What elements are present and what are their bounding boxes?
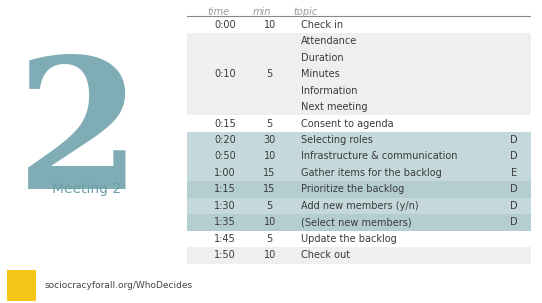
Text: 10: 10 [263, 250, 276, 260]
FancyBboxPatch shape [187, 181, 531, 198]
Text: D: D [510, 218, 518, 228]
Text: E: E [511, 168, 517, 178]
Text: Minutes: Minutes [301, 69, 339, 79]
Text: Selecting roles: Selecting roles [301, 135, 372, 145]
Text: D: D [510, 185, 518, 195]
Text: D: D [510, 201, 518, 211]
Text: 5: 5 [267, 118, 273, 128]
Text: 1:15: 1:15 [214, 185, 236, 195]
Text: 0:50: 0:50 [214, 152, 236, 161]
FancyBboxPatch shape [187, 231, 531, 247]
Text: 0:20: 0:20 [214, 135, 236, 145]
Text: 0:00: 0:00 [214, 20, 236, 30]
FancyBboxPatch shape [187, 16, 531, 33]
Text: D: D [510, 135, 518, 145]
Text: 0:10: 0:10 [214, 69, 236, 79]
Text: min: min [253, 7, 271, 17]
FancyBboxPatch shape [187, 132, 531, 148]
FancyBboxPatch shape [7, 270, 36, 301]
Text: Infrastructure & communication: Infrastructure & communication [301, 152, 457, 161]
Text: Prioritize the backlog: Prioritize the backlog [301, 185, 404, 195]
Text: Information: Information [301, 85, 357, 95]
Text: Consent to agenda: Consent to agenda [301, 118, 393, 128]
Text: 5: 5 [267, 234, 273, 244]
Text: sociocracyforall.org/WhoDecides: sociocracyforall.org/WhoDecides [44, 281, 192, 290]
FancyBboxPatch shape [187, 33, 531, 115]
FancyBboxPatch shape [187, 247, 531, 264]
Text: 10: 10 [263, 152, 276, 161]
FancyBboxPatch shape [187, 214, 531, 231]
Text: Check in: Check in [301, 20, 343, 30]
Text: 15: 15 [263, 168, 276, 178]
Text: 1:45: 1:45 [214, 234, 236, 244]
FancyBboxPatch shape [187, 198, 531, 214]
Text: 1:50: 1:50 [214, 250, 236, 260]
Text: Update the backlog: Update the backlog [301, 234, 396, 244]
Text: Add new members (y/n): Add new members (y/n) [301, 201, 418, 211]
FancyBboxPatch shape [187, 165, 531, 181]
Text: 10: 10 [263, 20, 276, 30]
FancyBboxPatch shape [187, 115, 531, 132]
Text: Check out: Check out [301, 250, 350, 260]
Text: Gather items for the backlog: Gather items for the backlog [301, 168, 441, 178]
Text: 5: 5 [267, 201, 273, 211]
Text: D: D [510, 152, 518, 161]
Text: 10: 10 [263, 218, 276, 228]
Text: 1:35: 1:35 [214, 218, 236, 228]
FancyBboxPatch shape [187, 148, 531, 165]
Text: 1:00: 1:00 [214, 168, 236, 178]
Text: 2: 2 [16, 51, 141, 227]
Text: Duration: Duration [301, 53, 343, 63]
Text: topic: topic [294, 7, 318, 17]
Text: Meeting 2: Meeting 2 [53, 182, 121, 196]
Text: 30: 30 [263, 135, 276, 145]
Text: 1:30: 1:30 [214, 201, 236, 211]
Text: 15: 15 [263, 185, 276, 195]
Text: time: time [208, 7, 230, 17]
Text: (Select new members): (Select new members) [301, 218, 411, 228]
Text: Attendance: Attendance [301, 36, 357, 46]
Text: Next meeting: Next meeting [301, 102, 367, 112]
Text: 5: 5 [267, 69, 273, 79]
Text: 0:15: 0:15 [214, 118, 236, 128]
